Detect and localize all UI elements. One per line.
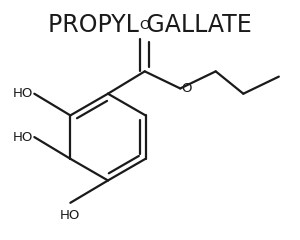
Text: O: O [140,19,150,32]
Text: O: O [182,83,192,96]
Text: HO: HO [60,209,80,222]
Text: PROPYL GALLATE: PROPYL GALLATE [48,12,252,36]
Text: HO: HO [13,87,33,100]
Text: HO: HO [13,131,33,144]
